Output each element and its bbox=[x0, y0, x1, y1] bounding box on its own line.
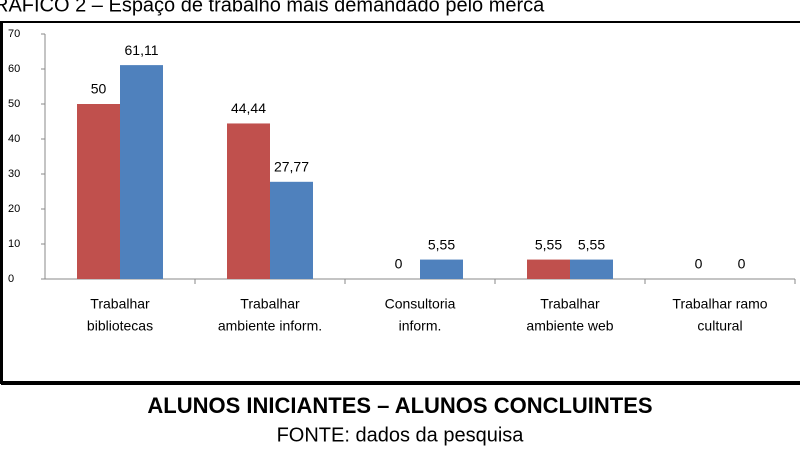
chart-title: RAFICO 2 – Espaço de trabalho mais deman… bbox=[0, 0, 545, 16]
x-tick-label: Trabalhar bbox=[240, 296, 300, 312]
value-label: 44,44 bbox=[231, 100, 266, 116]
bar bbox=[570, 259, 613, 279]
y-tick-label: 10 bbox=[8, 238, 20, 250]
x-tick-label: Trabalhar bbox=[90, 296, 150, 312]
bar bbox=[270, 181, 313, 279]
x-tick-label: ambiente inform. bbox=[218, 318, 322, 334]
bar bbox=[227, 123, 270, 280]
bar bbox=[420, 259, 463, 279]
x-tick-label: ambiente web bbox=[526, 318, 613, 334]
value-label: 5,55 bbox=[428, 236, 455, 252]
y-tick-label: 40 bbox=[8, 133, 20, 145]
bar bbox=[77, 104, 120, 279]
y-tick-label: 30 bbox=[8, 168, 20, 180]
y-tick-label: 0 bbox=[8, 273, 14, 285]
x-tick-label: Trabalhar ramo bbox=[672, 296, 767, 312]
y-tick-label: 60 bbox=[8, 63, 20, 75]
value-label: 27,77 bbox=[274, 159, 309, 175]
x-tick-label: Trabalhar bbox=[540, 296, 600, 312]
x-tick-label: cultural bbox=[697, 318, 742, 334]
bar bbox=[120, 65, 163, 280]
value-label: 0 bbox=[695, 256, 703, 272]
value-label: 61,11 bbox=[125, 42, 159, 58]
y-tick-label: 70 bbox=[8, 28, 20, 40]
value-label: 0 bbox=[738, 256, 746, 272]
x-tick-label: inform. bbox=[399, 318, 442, 334]
source: FONTE: dados da pesquisa bbox=[277, 424, 525, 446]
x-tick-label: Consultoria bbox=[385, 296, 456, 312]
y-tick-label: 50 bbox=[8, 98, 20, 110]
value-label: 0 bbox=[395, 256, 403, 272]
y-tick-label: 20 bbox=[8, 203, 20, 215]
value-label: 5,55 bbox=[535, 236, 562, 252]
x-tick-label: bibliotecas bbox=[87, 318, 153, 334]
bar bbox=[527, 259, 570, 279]
value-label: 50 bbox=[91, 81, 107, 97]
caption: ALUNOS INICIANTES – ALUNOS CONCLUINTES bbox=[147, 393, 652, 418]
value-label: 5,55 bbox=[578, 236, 605, 252]
